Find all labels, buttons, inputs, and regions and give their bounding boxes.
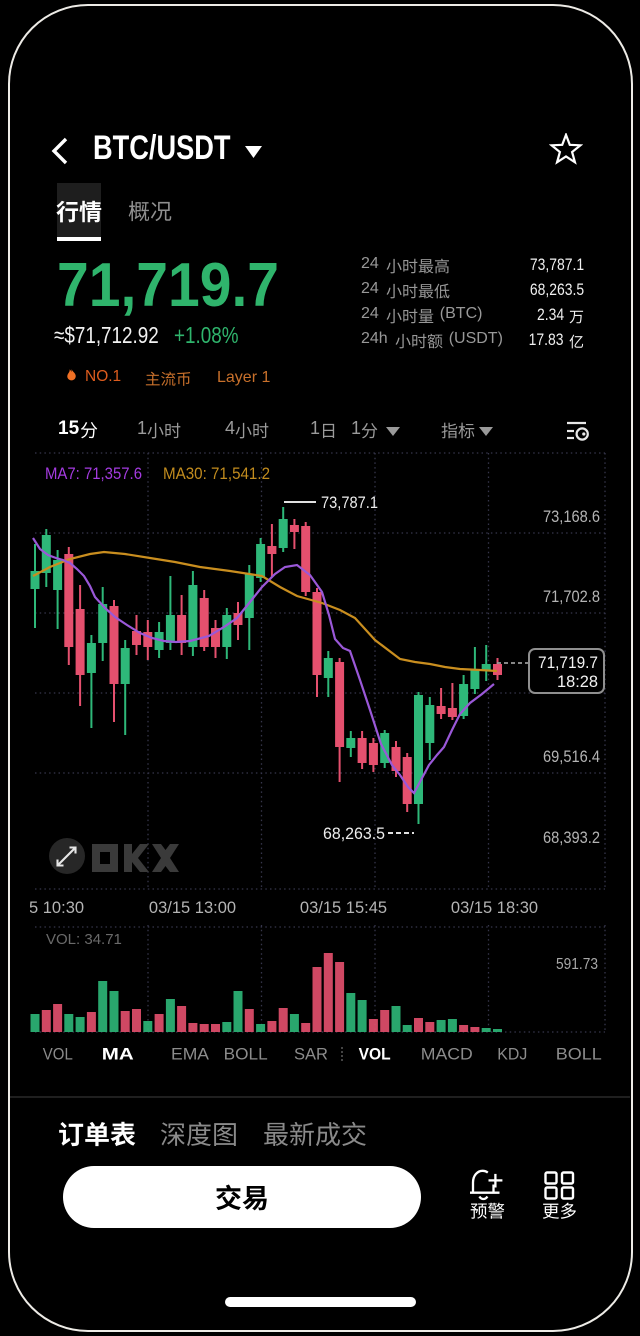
svg-text:71,702.8: 71,702.8 [543, 587, 600, 606]
svg-text:BOLL: BOLL [224, 1045, 268, 1064]
svg-text:03/15 18:30: 03/15 18:30 [451, 899, 538, 917]
svg-text:68,393.2: 68,393.2 [543, 828, 600, 847]
svg-text:VOL: VOL [43, 1045, 73, 1064]
svg-text:73,168.6: 73,168.6 [543, 507, 600, 526]
svg-text:69,516.4: 69,516.4 [543, 747, 600, 766]
svg-text:BOLL: BOLL [556, 1045, 602, 1064]
svg-text:VOL: 34.71: VOL: 34.71 [46, 931, 122, 948]
svg-text:71,719.7: 71,719.7 [538, 654, 598, 672]
svg-text:SAR: SAR [294, 1045, 328, 1064]
svg-text:73,787.1: 73,787.1 [321, 493, 378, 512]
svg-text:MA: MA [102, 1045, 134, 1064]
svg-text:5 10:30: 5 10:30 [30, 899, 84, 917]
svg-text:03/15 13:00: 03/15 13:00 [149, 899, 236, 917]
svg-text:VOL: VOL [359, 1045, 391, 1064]
svg-text:03/15 15:45: 03/15 15:45 [300, 899, 387, 917]
svg-text:EMA: EMA [171, 1045, 210, 1064]
svg-text:MACD: MACD [421, 1045, 473, 1064]
svg-text:68,263.5: 68,263.5 [323, 824, 385, 843]
svg-text:MA30: 71,541.2: MA30: 71,541.2 [163, 464, 270, 483]
svg-text:18:28: 18:28 [557, 673, 598, 691]
svg-text:591.73: 591.73 [556, 956, 598, 973]
svg-text:KDJ: KDJ [497, 1045, 527, 1064]
svg-text:MA7: 71,357.6: MA7: 71,357.6 [45, 464, 142, 483]
